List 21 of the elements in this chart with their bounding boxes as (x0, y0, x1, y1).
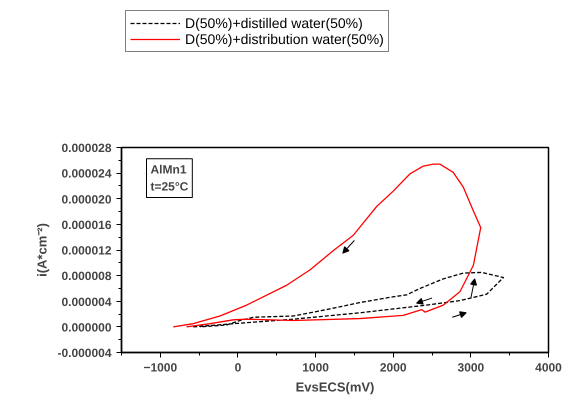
x-axis-title: EvsECS(mV) (296, 380, 374, 394)
legend-label: D(50%)+distilled water(50%) (185, 15, 363, 31)
y-tick-label: 0.000012 (61, 244, 112, 258)
y-tick-label: 0.000020 (61, 192, 112, 206)
y-tick-label: 0.000004 (61, 294, 112, 309)
x-tick-label: 0 (234, 360, 242, 374)
legend-label: D(50%)+distribution water(50%) (185, 31, 384, 47)
x-tick-label: 1000 (302, 360, 330, 374)
x-tick-label: 4000 (535, 360, 562, 374)
y-tick-label: 0.000028 (61, 141, 112, 155)
x-tick-label: 3000 (458, 360, 485, 374)
y-tick-label: 0.000008 (61, 269, 112, 284)
y-tick-label: 0.000024 (61, 166, 112, 181)
annotation: AlMn1 t=25°C (150, 162, 189, 194)
y-axis-title: i(A*cm⁻²) (34, 223, 50, 277)
x-tick-label: −1000 (143, 360, 178, 374)
y-tick-label: -0.000004 (57, 346, 112, 360)
x-tick-label: 2000 (380, 360, 407, 374)
y-tick-label: 0.000016 (61, 218, 112, 232)
y-tick-label: 0.000000 (61, 320, 112, 334)
line-series (192, 272, 504, 328)
